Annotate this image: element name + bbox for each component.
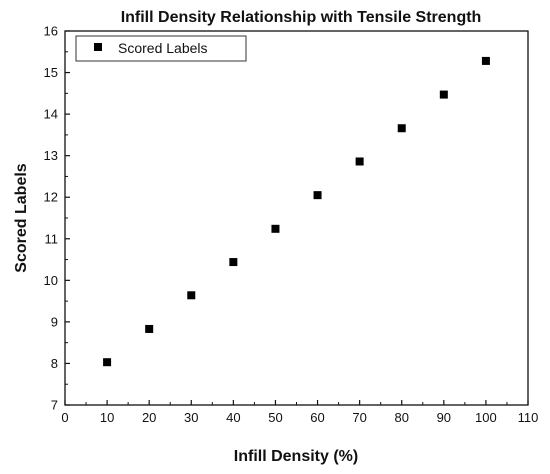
data-point [229, 258, 238, 267]
data-point [271, 224, 280, 233]
y-tick-label: 10 [44, 273, 58, 288]
x-tick-label: 50 [268, 410, 282, 425]
legend-box [75, 35, 247, 62]
data-point [355, 157, 364, 166]
x-tick-label: 90 [437, 410, 451, 425]
legend-marker [94, 43, 102, 51]
y-tick-label: 8 [51, 356, 58, 371]
x-tick-label: 40 [226, 410, 240, 425]
data-point [145, 324, 154, 333]
chart-title: Infill Density Relationship with Tensile… [121, 9, 482, 26]
x-tick-label: 20 [142, 410, 156, 425]
y-tick-label: 9 [51, 314, 58, 329]
plot-frame [64, 30, 529, 406]
y-tick-label: 11 [45, 231, 59, 246]
y-tick-label: 14 [44, 107, 58, 122]
data-point [481, 56, 490, 65]
data-point [103, 358, 112, 367]
data-point [397, 124, 406, 133]
x-tick-label: 30 [184, 410, 198, 425]
data-point [439, 90, 448, 99]
y-tick-label: 12 [44, 190, 58, 205]
x-tick-label: 60 [310, 410, 324, 425]
y-tick-label: 16 [44, 24, 58, 39]
x-axis-label: Infill Density (%) [234, 448, 358, 465]
y-tick-label: 13 [44, 148, 58, 163]
x-tick-label: 100 [475, 410, 497, 425]
x-tick-label: 10 [100, 410, 114, 425]
x-tick-label: 110 [518, 410, 539, 425]
x-axis: 0 10 20 30 40 50 60 70 80 90 100 110 [61, 400, 538, 425]
x-tick-label: 80 [394, 410, 408, 425]
x-tick-label: 70 [352, 410, 366, 425]
y-axis: 7 8 9 10 11 12 13 14 15 16 [44, 24, 70, 413]
data-point [187, 291, 196, 300]
legend: Scored Labels [75, 35, 247, 62]
y-axis-label: Scored Labels [13, 163, 30, 272]
data-point [313, 191, 322, 200]
y-tick-label: 15 [44, 65, 58, 80]
x-tick-label: 0 [61, 410, 68, 425]
legend-label: Scored Labels [118, 40, 208, 56]
data-points [103, 56, 490, 367]
y-tick-label: 7 [51, 398, 58, 413]
